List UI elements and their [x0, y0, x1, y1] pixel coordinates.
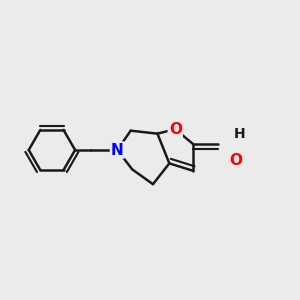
- Text: H: H: [233, 127, 245, 141]
- Text: O: O: [230, 153, 243, 168]
- Text: N: N: [111, 142, 124, 158]
- Text: O: O: [169, 122, 182, 137]
